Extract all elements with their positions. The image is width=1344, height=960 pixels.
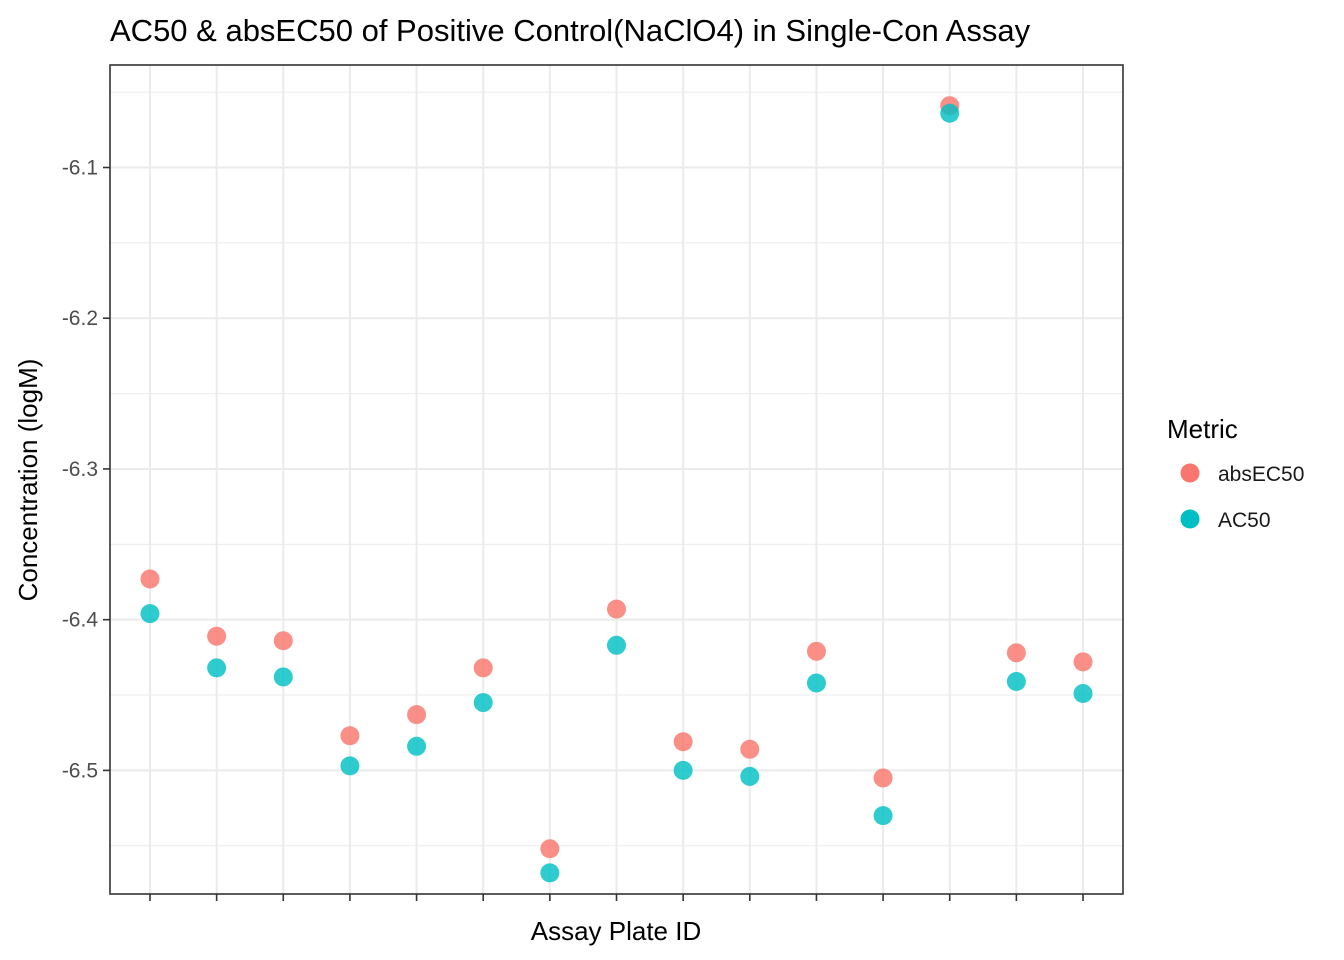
data-points — [140, 96, 1093, 883]
x-axis — [149, 894, 1084, 901]
point-absec50 — [873, 768, 893, 788]
point-ac50 — [273, 667, 293, 687]
legend-label-absec50: absEC50 — [1218, 463, 1304, 486]
y-tick-label: -6.2 — [62, 307, 98, 330]
point-ac50 — [1073, 684, 1093, 704]
point-ac50 — [873, 806, 893, 826]
point-absec50 — [140, 569, 160, 589]
point-absec50 — [473, 658, 493, 678]
point-ac50 — [540, 863, 560, 883]
legend-label-ac50: AC50 — [1218, 509, 1271, 532]
y-tick-label: -6.1 — [62, 156, 98, 179]
point-absec50 — [806, 641, 826, 661]
legend-key-absec50 — [1180, 463, 1200, 483]
plot-panel — [109, 64, 1124, 895]
y-axis: -6.1 -6.2 -6.3 -6.4 -6.5 — [62, 156, 110, 782]
point-absec50 — [1006, 643, 1026, 663]
point-ac50 — [940, 103, 960, 123]
legend-item-ac50: AC50 — [1180, 509, 1271, 532]
y-tick-label: -6.5 — [62, 759, 98, 782]
point-ac50 — [340, 756, 360, 776]
grid-lines — [110, 65, 1123, 894]
point-ac50 — [407, 736, 427, 756]
y-axis-title: Concentration (logM) — [13, 359, 43, 602]
point-absec50 — [607, 599, 626, 619]
point-absec50 — [540, 839, 560, 859]
legend-key-ac50 — [1180, 509, 1200, 529]
point-absec50 — [407, 705, 427, 725]
point-ac50 — [207, 658, 227, 678]
point-ac50 — [1006, 671, 1026, 691]
y-tick-label: -6.4 — [62, 609, 99, 632]
point-ac50 — [473, 693, 493, 713]
x-axis-title: Assay Plate ID — [531, 916, 702, 946]
point-absec50 — [340, 726, 360, 746]
point-ac50 — [607, 635, 626, 655]
y-tick-label: -6.3 — [62, 458, 98, 481]
point-absec50 — [673, 732, 693, 752]
legend: Metric absEC50 AC50 — [1167, 414, 1304, 532]
chart-title: AC50 & absEC50 of Positive Control(NaClO… — [110, 13, 1031, 48]
point-ac50 — [806, 673, 826, 693]
legend-item-absec50: absEC50 — [1180, 463, 1304, 486]
point-ac50 — [673, 760, 693, 780]
point-absec50 — [207, 626, 227, 646]
point-absec50 — [1073, 652, 1093, 672]
legend-title: Metric — [1167, 414, 1238, 444]
point-absec50 — [273, 631, 293, 651]
point-ac50 — [140, 604, 160, 624]
point-ac50 — [740, 766, 760, 786]
point-absec50 — [740, 739, 760, 759]
